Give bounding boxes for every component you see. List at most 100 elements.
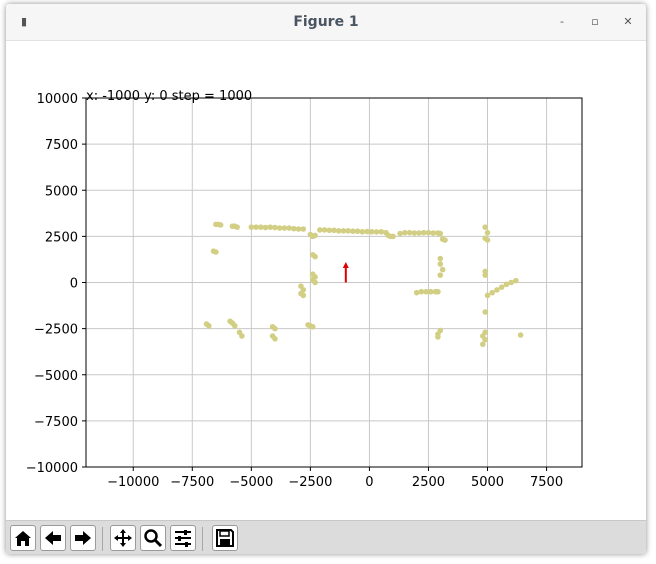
y-tick-label: 2500 bbox=[45, 230, 78, 245]
scan-point bbox=[359, 228, 366, 235]
y-tick-label: 10000 bbox=[37, 92, 78, 107]
scan-point bbox=[312, 232, 318, 239]
scan-point bbox=[257, 224, 264, 230]
scan-point bbox=[340, 228, 347, 234]
scan-point bbox=[411, 230, 418, 236]
y-tick-label: 5000 bbox=[45, 184, 78, 199]
scan-point bbox=[286, 225, 292, 231]
configure-subplots-icon bbox=[175, 530, 191, 547]
scan-point bbox=[480, 341, 486, 348]
heading-arrow-head bbox=[342, 262, 349, 269]
scan-point bbox=[267, 224, 274, 230]
pan-icon bbox=[114, 529, 132, 547]
title-bar[interactable]: ▮ Figure 1 - ▫ ✕ bbox=[6, 4, 646, 41]
figure-window: ▮ Figure 1 - ▫ ✕ −10000 −7500 −5000 −2500 0 2… bbox=[6, 4, 646, 554]
x-tick-label: −2500 bbox=[288, 475, 332, 490]
scan-point bbox=[295, 226, 302, 232]
scan-point bbox=[253, 224, 259, 230]
scan-point bbox=[312, 279, 318, 286]
scan-point bbox=[291, 225, 297, 232]
maximize-button[interactable]: ▫ bbox=[591, 15, 599, 28]
scan-point bbox=[494, 287, 500, 293]
scan-point bbox=[423, 288, 429, 295]
scan-point bbox=[234, 224, 240, 230]
configure-subplots-button[interactable] bbox=[170, 525, 196, 551]
close-button[interactable]: ✕ bbox=[623, 15, 633, 28]
scan-point bbox=[482, 272, 488, 278]
scan-point bbox=[484, 292, 491, 299]
plot-axes[interactable]: −10000 −7500 −5000 −2500 0 2500 5000 7500 10000 7… bbox=[6, 41, 646, 519]
back-button[interactable] bbox=[40, 525, 66, 551]
scan-point bbox=[428, 288, 434, 295]
scan-point bbox=[312, 253, 318, 260]
scan-point bbox=[489, 289, 496, 296]
x-tick-label: −5000 bbox=[229, 475, 273, 490]
scan-point bbox=[272, 224, 278, 231]
forward-button[interactable] bbox=[70, 525, 96, 551]
scan-point bbox=[373, 229, 380, 235]
scan-point bbox=[435, 334, 441, 340]
navigation-toolbar bbox=[6, 520, 646, 554]
scan-point bbox=[317, 227, 323, 233]
x-tick-label: 5000 bbox=[471, 475, 504, 490]
scan-point bbox=[206, 323, 212, 329]
scan-point bbox=[406, 229, 413, 236]
scan-point bbox=[442, 237, 448, 243]
scan-point bbox=[281, 225, 288, 231]
back-icon bbox=[45, 531, 61, 545]
scan-point bbox=[368, 228, 375, 235]
scan-point bbox=[517, 332, 524, 338]
home-icon bbox=[15, 531, 31, 546]
figure-canvas[interactable]: −10000 −7500 −5000 −2500 0 2500 5000 7500 10000 7… bbox=[6, 41, 646, 519]
zoom-button[interactable] bbox=[140, 525, 166, 551]
scan-point bbox=[482, 336, 488, 343]
scan-point bbox=[418, 288, 425, 295]
scan-point bbox=[437, 230, 444, 237]
scan-point bbox=[503, 281, 510, 288]
scan-point bbox=[217, 222, 224, 228]
scan-point bbox=[309, 323, 316, 330]
x-tick-label: −7500 bbox=[170, 475, 214, 490]
window-title: Figure 1 bbox=[293, 14, 359, 30]
x-tick-label: 7500 bbox=[530, 475, 563, 490]
coordinate-readout: x: -1000 y: 0 step = 1000 bbox=[86, 89, 253, 104]
scan-point bbox=[378, 228, 385, 235]
save-button[interactable] bbox=[212, 525, 238, 551]
home-button[interactable] bbox=[10, 525, 36, 551]
forward-icon bbox=[75, 531, 91, 545]
scan-point bbox=[425, 229, 432, 236]
scan-point bbox=[420, 229, 427, 236]
scan-point bbox=[484, 237, 491, 243]
scan-point bbox=[335, 228, 342, 234]
scan-point bbox=[300, 292, 307, 299]
scan-point bbox=[300, 226, 307, 232]
scan-point bbox=[484, 229, 491, 236]
scan-point bbox=[248, 224, 255, 230]
scan-point bbox=[345, 228, 351, 234]
scan-point bbox=[213, 249, 219, 255]
scan-point bbox=[326, 227, 333, 234]
window-menu-icon[interactable]: ▮ bbox=[20, 15, 28, 28]
y-tick-label: 7500 bbox=[45, 138, 78, 153]
minimize-button[interactable]: - bbox=[560, 15, 564, 28]
scan-point bbox=[239, 333, 245, 339]
toolbar-separator bbox=[102, 527, 103, 551]
scan-point bbox=[331, 227, 337, 234]
x-tick-label: −10000 bbox=[107, 475, 159, 490]
scan-point bbox=[435, 288, 441, 295]
scan-point bbox=[439, 266, 446, 273]
scan-point bbox=[276, 225, 283, 231]
scan-point bbox=[402, 229, 408, 236]
pan-button[interactable] bbox=[110, 525, 136, 551]
scan-point bbox=[482, 309, 488, 315]
y-tick-label: −10000 bbox=[26, 461, 78, 476]
scan-point bbox=[272, 325, 278, 332]
scan-point bbox=[262, 224, 269, 231]
scan-point bbox=[390, 233, 396, 240]
scan-point bbox=[437, 272, 444, 278]
x-tick-label: 2500 bbox=[412, 475, 445, 490]
y-tick-label: −7500 bbox=[34, 415, 78, 430]
scan-point bbox=[498, 284, 505, 290]
save-icon bbox=[216, 529, 234, 547]
toolbar-separator bbox=[202, 527, 203, 551]
